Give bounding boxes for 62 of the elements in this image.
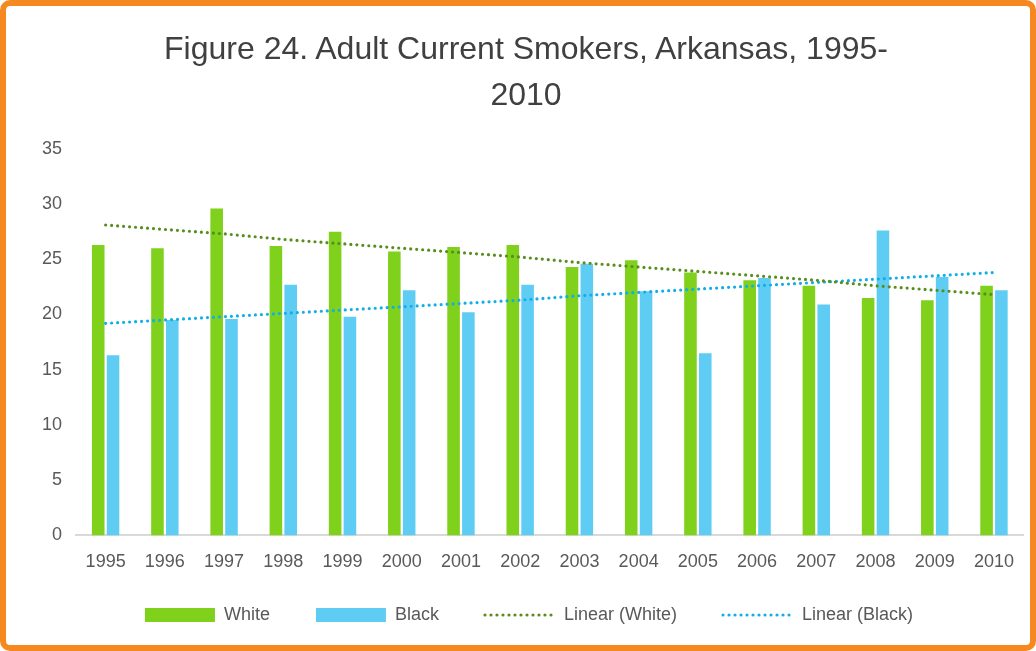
bar [995,290,1008,536]
bar [817,304,831,536]
bar [980,285,993,536]
y-tick-label: 20 [41,303,63,324]
bar [225,318,238,536]
bar [521,284,534,536]
x-tick-label: 2000 [381,551,422,572]
bar [861,297,875,536]
y-tick-label: 25 [41,248,63,269]
legend-label: Black [394,603,440,624]
bar [624,260,638,536]
bar [698,353,712,536]
bar [388,251,401,536]
legend-label: Linear (Black) [802,603,914,624]
x-tick-label: 2008 [855,551,896,572]
y-tick-label: 30 [41,193,63,213]
bar [151,248,164,536]
bar [106,355,120,536]
x-tick-label: 1998 [263,551,304,572]
bar [580,263,594,536]
bar [802,285,816,536]
y-tick-label: 15 [41,358,63,379]
bar [506,244,520,536]
bar [328,231,342,536]
bar [284,284,297,536]
y-tick-label: 10 [41,413,63,434]
bar [758,278,771,536]
x-tick-label: 2007 [796,551,837,572]
x-tick-label: 2010 [973,551,1014,572]
legend-label: Linear (White) [563,603,678,624]
x-tick-label: 2009 [914,551,955,572]
bar [565,266,579,536]
x-tick-label: 2002 [500,551,541,572]
x-tick-label: 1996 [144,551,185,572]
y-tick-label: 0 [52,524,63,545]
x-tick-label: 2003 [559,551,600,572]
x-tick-label: 2006 [737,551,778,572]
x-tick-label: 1999 [322,551,363,572]
bar [91,244,105,536]
bar [935,276,949,536]
x-tick-label: 2005 [677,551,718,572]
bar [447,247,460,536]
bar [165,320,179,536]
x-tick-label: 2001 [440,551,481,572]
legend-label: White [223,603,270,624]
bar [269,246,283,536]
x-tick-label: 1995 [85,551,126,572]
bar [921,300,934,536]
bar [462,312,475,536]
x-tick-label: 1997 [204,551,245,572]
bar [343,316,357,536]
y-tick-label: 35 [41,137,63,158]
bar [743,280,756,536]
x-tick-label: 2004 [618,551,659,572]
bar [639,291,653,536]
line-series [104,270,996,325]
bar [210,208,223,536]
bar [876,230,890,536]
bar [402,290,416,536]
bar [684,272,697,536]
chart-title: Figure 24. Adult Current Smokers, Arkansas, 1995-2010 [163,29,889,114]
y-tick-label: 5 [52,469,63,490]
